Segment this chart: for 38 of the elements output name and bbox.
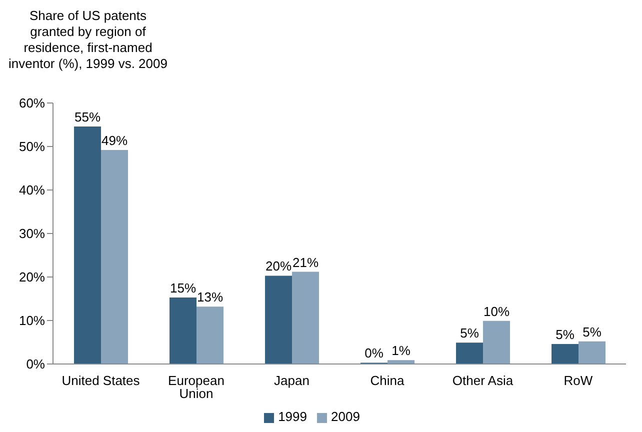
legend-label: 1999 — [278, 409, 307, 424]
bar — [196, 306, 224, 364]
x-tick-label: United States — [62, 373, 140, 388]
bar — [101, 150, 128, 364]
data-label: 5% — [582, 324, 602, 340]
data-label: 10% — [483, 304, 510, 319]
data-label: 13% — [196, 290, 224, 305]
y-tick-label: 20% — [18, 270, 46, 285]
bar — [170, 297, 197, 364]
bar — [578, 341, 606, 364]
bar — [265, 276, 292, 364]
bar — [456, 342, 484, 364]
x-tick-label: Japan — [274, 373, 310, 388]
bar — [74, 126, 102, 364]
data-label: 5% — [556, 326, 575, 342]
bar — [483, 320, 510, 364]
x-tick-label: RoW — [564, 373, 594, 388]
bar — [552, 344, 579, 364]
data-label: 21% — [292, 254, 319, 270]
legend-label: 2009 — [331, 409, 360, 424]
y-tick-label: 40% — [18, 182, 46, 198]
data-label: 49% — [101, 132, 128, 148]
x-tick-label: Other Asia — [452, 373, 514, 388]
data-label: 15% — [170, 280, 196, 296]
x-tick-label: China — [370, 373, 405, 388]
x-tick-label: European Union — [168, 373, 224, 402]
data-label: 20% — [265, 258, 292, 274]
chart-title: Share of US patents granted by region of residence, first-named inventor (%), 1999 vs. 2009 — [8, 8, 168, 72]
y-tick-label: 60% — [18, 96, 46, 111]
y-tick-label: 50% — [18, 139, 46, 154]
data-label: 5% — [460, 326, 480, 341]
y-tick-label: 30% — [18, 226, 46, 242]
y-tick-label: 0% — [26, 356, 46, 372]
data-label: 1% — [392, 343, 411, 358]
data-label: 0% — [364, 346, 384, 361]
y-tick-label: 10% — [18, 313, 46, 328]
bar — [292, 272, 320, 364]
data-label: 55% — [74, 109, 101, 124]
